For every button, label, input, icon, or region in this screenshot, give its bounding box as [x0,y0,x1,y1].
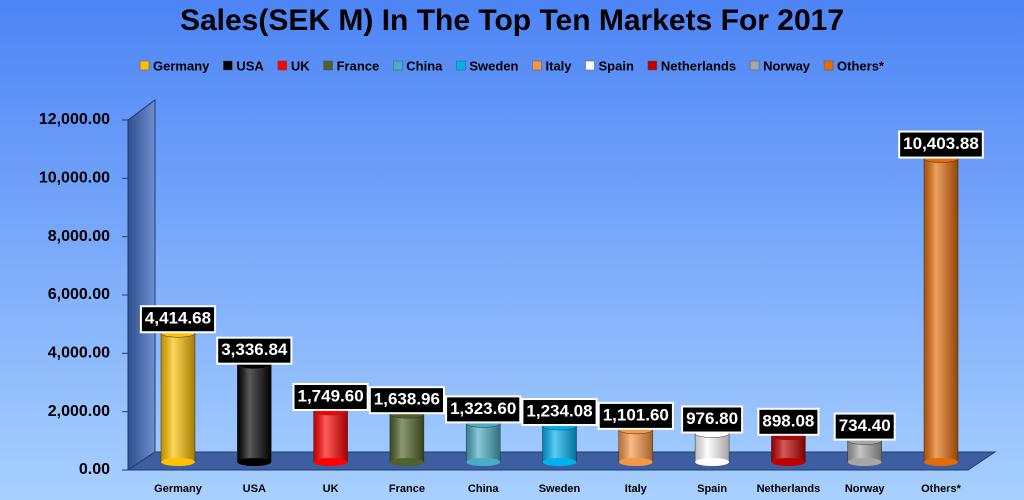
value-label-group: 898.08 [757,407,820,436]
value-label: 10,403.88 [903,134,979,153]
x-tick-label: Spain [697,483,727,495]
x-tick-label: Germany [154,483,203,495]
bar-shade [771,435,806,462]
x-tick-label: USA [243,483,266,495]
y-tick-label: 10,000.00 [39,170,110,187]
legend-swatch [823,60,834,71]
value-label: 1,638.96 [374,390,440,409]
bar-shade [542,426,577,462]
bar-base [695,458,730,466]
y-tick-label: 12,000.00 [39,111,110,128]
bar-base [466,458,501,466]
legend-swatch [223,60,233,71]
y-tick-label: 6,000.00 [48,286,110,303]
value-label-group: 734.40 [833,412,896,441]
value-label-group: 1,749.60 [292,382,369,411]
x-tick-label: Netherlands [757,483,821,495]
legend-swatch [277,60,288,71]
x-tick-label: Others* [921,483,961,495]
value-label-group: 10,403.88 [898,130,984,159]
y-tick-label: 2,000.00 [48,403,110,420]
y-tick-label: 0.00 [79,461,110,478]
x-tick-label: Italy [625,483,648,495]
bar-base [313,458,348,466]
value-label-group: 1,234.08 [521,398,598,427]
legend-label: Norway [763,58,811,73]
value-label-group: 1,638.96 [368,386,445,415]
legend-swatch [532,60,542,71]
legend-label: USA [236,58,264,73]
value-label: 1,749.60 [298,386,364,405]
value-label: 3,336.84 [221,340,288,359]
value-label-box [445,395,522,424]
value-label-box [521,398,598,427]
value-label: 4,414.68 [145,309,211,328]
legend-label: Spain [599,58,634,73]
value-label: 976.80 [686,409,738,428]
value-label-group: 3,336.84 [216,336,293,365]
legend-swatch [749,60,760,71]
x-tick-label: UK [323,483,339,495]
chart-title: Sales(SEK M) In The Top Ten Markets For … [180,4,844,37]
value-label-box [216,336,293,365]
bar-shade [847,440,882,462]
legend-label: Others* [837,58,885,73]
legend-swatch [647,60,658,71]
legend-label: Germany [153,58,210,73]
y-tick-label: 8,000.00 [48,228,110,245]
x-tick-label: China [468,483,499,495]
bar-base [771,458,806,466]
value-label-group: 976.80 [681,405,744,434]
bar-shade [161,333,195,462]
legend-label: UK [291,58,310,73]
value-label-box [139,305,217,334]
legend-swatch [585,60,595,71]
bar-shade [466,423,501,462]
bar-base [847,458,882,466]
bar-shade [389,414,424,462]
bar-base [618,458,653,466]
bar-shade [695,433,730,462]
bar-shade [618,429,653,462]
bar-base [389,458,424,466]
value-label: 1,101.60 [603,405,669,424]
value-label: 1,323.60 [450,399,516,418]
legend: Germany USA UK France China Sweden Italy Spain N… [139,58,885,73]
legend-label: China [406,58,443,73]
value-label-box [898,130,984,159]
x-tick-label: Norway [845,483,886,495]
legend-swatch [323,60,333,71]
bar-shade [313,410,348,462]
value-label-box [597,401,674,430]
value-label-group: 4,414.68 [139,305,217,334]
bar-shade [924,158,958,462]
legend-label: France [337,58,380,73]
x-tick-label: France [389,483,425,495]
bar-base [924,458,958,466]
value-label-group: 1,101.60 [597,401,674,430]
y-tick-label: 4,000.00 [48,345,110,362]
bar-base [542,458,577,466]
x-tick-label: Sweden [539,483,581,495]
value-label-group: 1,323.60 [445,395,522,424]
value-label-box [757,407,820,436]
bar-base [161,458,195,466]
value-label: 1,234.08 [526,401,592,420]
legend-label: Netherlands [661,58,736,73]
value-label-box [833,412,896,441]
legend-label: Italy [546,58,573,73]
value-label-box [681,405,744,434]
back-wall [127,99,156,471]
bar-base [237,458,272,466]
legend-swatch [456,60,466,71]
value-label: 734.40 [839,416,891,435]
bar-shade [237,364,272,462]
legend-swatch [139,60,150,71]
value-label-box [368,386,445,415]
legend-swatch [393,60,403,71]
value-label: 898.08 [762,411,814,430]
legend-label: Sweden [469,58,518,73]
value-label-box [292,382,369,411]
